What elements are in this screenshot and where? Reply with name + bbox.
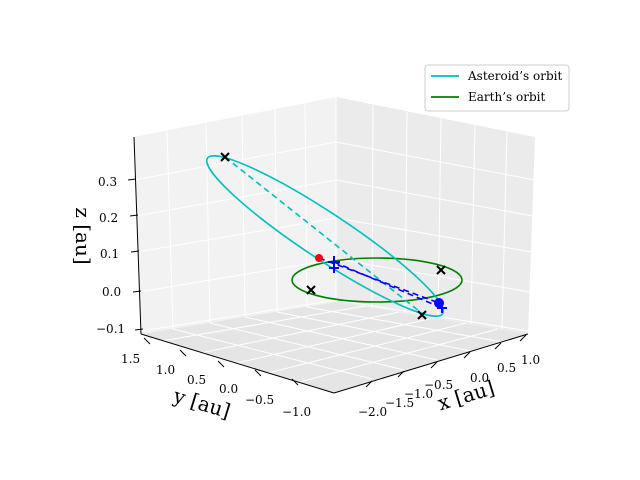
earth-node-marker-1 bbox=[306, 285, 316, 295]
x-tick-label-1: −1.5 bbox=[385, 396, 414, 410]
grid-z-levels bbox=[133, 141, 536, 332]
z-tick-label-3: 0.0 bbox=[102, 285, 121, 299]
earth-node-marker-2 bbox=[436, 265, 446, 275]
y-tick-label-1: 1.0 bbox=[156, 363, 175, 377]
y-tick-label-4: −0.5 bbox=[245, 393, 274, 407]
pane-back-left bbox=[134, 97, 336, 334]
grid-floor bbox=[149, 305, 503, 384]
x-tick-label-4: 0.0 bbox=[470, 371, 489, 385]
asteroid-aphelion-marker bbox=[220, 152, 230, 162]
z-tick-label-4: −0.1 bbox=[96, 322, 125, 336]
x-tick-label-6: 1.0 bbox=[521, 353, 540, 367]
x-tick-label-3: −0.5 bbox=[424, 378, 453, 392]
z-tick-label-2: 0.1 bbox=[100, 247, 119, 261]
x-ticks bbox=[365, 334, 527, 388]
pane-back-right bbox=[336, 97, 535, 334]
asteroid-orbit-line bbox=[205, 155, 445, 317]
asteroid-position-marker bbox=[315, 254, 323, 262]
grid-back-right bbox=[371, 104, 508, 330]
sun-focus-marker bbox=[328, 256, 447, 313]
y-tick-label-2: 0.5 bbox=[187, 373, 206, 387]
x-tick-label-5: 0.5 bbox=[497, 361, 516, 375]
z-tick-label-1: 0.2 bbox=[99, 211, 118, 225]
y-tick-label-3: 0.0 bbox=[219, 382, 238, 396]
legend-label-earth: Earth’s orbit bbox=[468, 90, 545, 104]
y-ticks bbox=[143, 337, 299, 386]
legend: Asteroid’s orbit Earth’s orbit bbox=[424, 64, 570, 112]
earth-sun-line bbox=[318, 257, 440, 304]
pane-floor bbox=[141, 302, 528, 393]
legend-label-asteroid: Asteroid’s orbit bbox=[467, 69, 562, 83]
x-tick-label-0: −2.0 bbox=[358, 405, 387, 419]
z-tick-label-0: 0.3 bbox=[98, 175, 117, 189]
earth-orbit-line bbox=[291, 257, 463, 303]
asteroid-perihelion-marker bbox=[417, 310, 427, 320]
axis-lines bbox=[133, 136, 529, 394]
z-axis-label: z [au] bbox=[71, 207, 95, 264]
asteroid-apsides-line bbox=[224, 156, 425, 316]
y-tick-label-0: 1.5 bbox=[121, 352, 140, 366]
z-ticks bbox=[127, 178, 144, 331]
legend-box bbox=[424, 64, 570, 112]
y-tick-label-5: −1.0 bbox=[282, 405, 311, 419]
x-tick-label-2: −1.0 bbox=[404, 387, 433, 401]
